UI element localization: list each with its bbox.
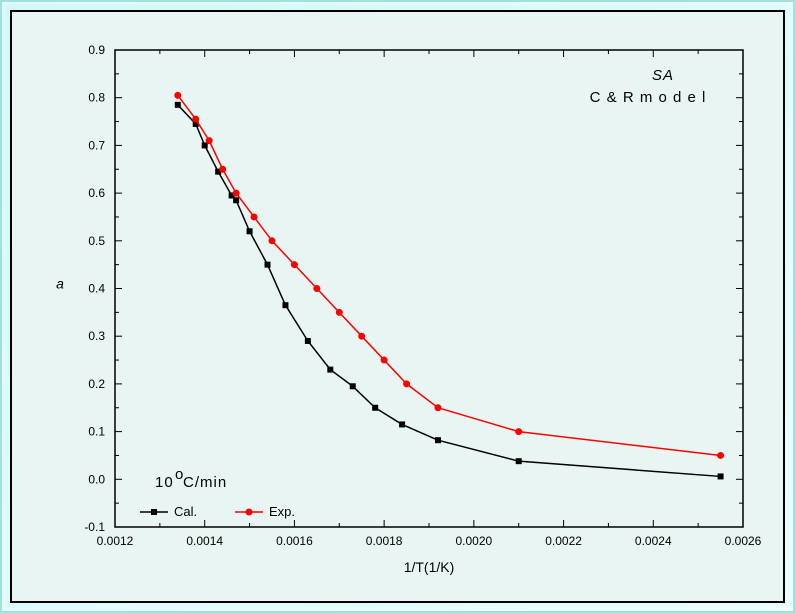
- marker-square: [265, 262, 270, 267]
- y-tick-label: 0.1: [88, 425, 105, 439]
- marker-square: [202, 143, 207, 148]
- marker-circle: [718, 452, 724, 458]
- marker-square: [350, 384, 355, 389]
- y-tick-label: 0.9: [88, 43, 105, 57]
- y-tick-label: 0.6: [88, 186, 105, 200]
- x-tick-label: 0.0024: [635, 534, 672, 548]
- x-tick-label: 0.0020: [456, 534, 493, 548]
- marker-square: [373, 405, 378, 410]
- marker-circle: [314, 286, 320, 292]
- x-tick-label: 0.0026: [725, 534, 762, 548]
- y-tick-label: 0.2: [88, 377, 105, 391]
- marker-circle: [220, 166, 226, 172]
- marker-square: [305, 338, 310, 343]
- marker-circle: [381, 357, 387, 363]
- x-axis-label: 1/T(1/K): [404, 559, 455, 575]
- y-tick-label: -0.1: [84, 520, 105, 534]
- marker-circle: [206, 138, 212, 144]
- marker-circle: [516, 429, 522, 435]
- marker-square: [400, 422, 405, 427]
- chart-svg: 0.00120.00140.00160.00180.00200.00220.00…: [20, 20, 783, 597]
- y-tick-label: 0.3: [88, 329, 105, 343]
- marker-circle: [269, 238, 275, 244]
- legend-label: Exp.: [269, 504, 295, 519]
- marker-circle: [291, 262, 297, 268]
- marker-square: [435, 438, 440, 443]
- annotation-sa: SA: [652, 67, 674, 84]
- y-tick-label: 0.0: [88, 472, 105, 486]
- svg-text:C/min: C/min: [183, 474, 227, 491]
- marker-circle: [233, 190, 239, 196]
- chart-panel: 0.00120.00140.00160.00180.00200.00220.00…: [10, 10, 785, 603]
- legend-label: Cal.: [174, 504, 197, 519]
- x-tick-label: 0.0012: [97, 534, 134, 548]
- marker-circle: [193, 116, 199, 122]
- outer-frame: 0.00120.00140.00160.00180.00200.00220.00…: [0, 0, 795, 613]
- x-tick-label: 0.0018: [366, 534, 403, 548]
- svg-text:10: 10: [155, 474, 174, 491]
- marker-circle: [251, 214, 257, 220]
- marker-square: [328, 367, 333, 372]
- marker-circle: [336, 309, 342, 315]
- marker-square: [247, 229, 252, 234]
- marker-circle: [435, 405, 441, 411]
- marker-square: [718, 474, 723, 479]
- marker-circle: [359, 333, 365, 339]
- y-tick-label: 0.7: [88, 138, 105, 152]
- marker-circle: [175, 92, 181, 98]
- chart-container: 0.00120.00140.00160.00180.00200.00220.00…: [20, 20, 775, 593]
- y-tick-label: 0.5: [88, 234, 105, 248]
- y-axis-label: a: [56, 276, 64, 292]
- x-tick-label: 0.0016: [276, 534, 313, 548]
- marker-circle: [404, 381, 410, 387]
- annotation-model: C & R m o d e l: [590, 89, 707, 106]
- marker-square: [175, 102, 180, 107]
- y-tick-label: 0.4: [88, 282, 105, 296]
- marker-square: [234, 198, 239, 203]
- marker-square: [516, 459, 521, 464]
- x-tick-label: 0.0022: [545, 534, 582, 548]
- x-tick-label: 0.0014: [186, 534, 223, 548]
- marker-square: [283, 303, 288, 308]
- y-tick-label: 0.8: [88, 91, 105, 105]
